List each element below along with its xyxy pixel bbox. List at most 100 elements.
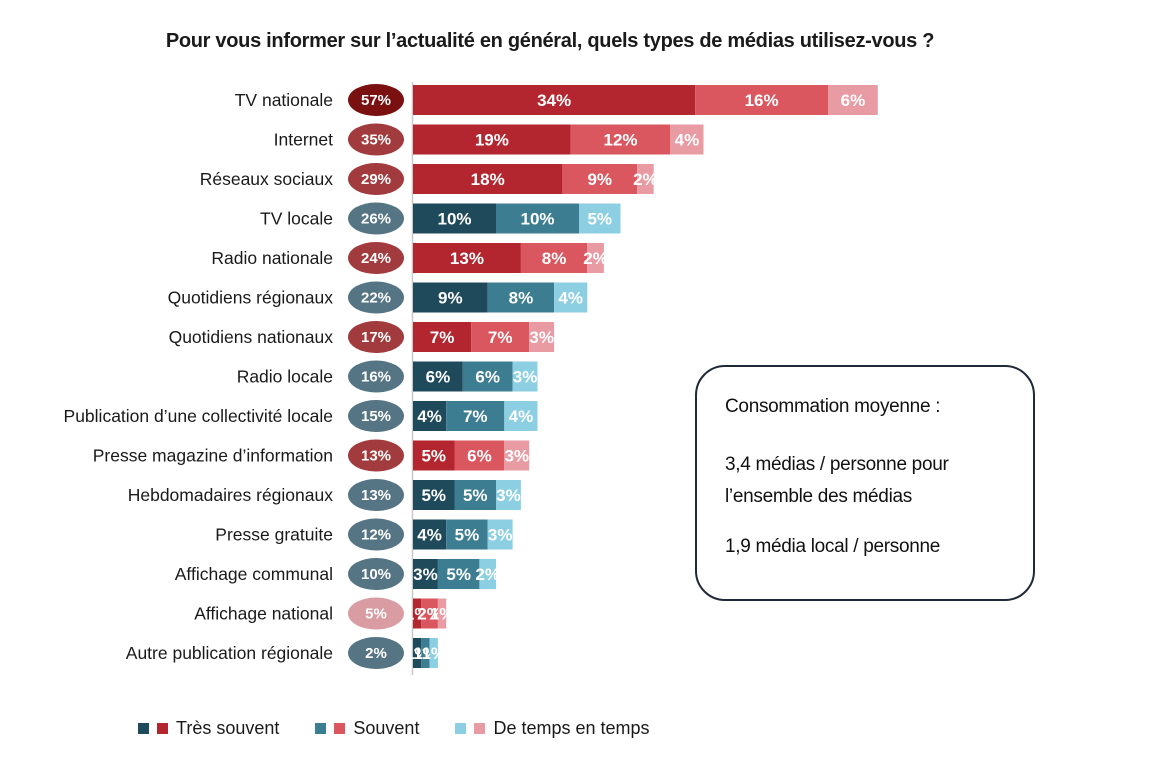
segment-value-label: 9% <box>587 170 612 189</box>
bar-segment-de-temps-en-temps <box>554 282 588 313</box>
total-badge <box>348 360 404 393</box>
bar-segment-souvent <box>446 519 488 550</box>
total-badge <box>348 123 404 156</box>
segment-value-label: 13% <box>450 249 484 268</box>
segment-value-label: 34% <box>537 91 571 110</box>
total-label: 13% <box>361 487 391 504</box>
category-label-quotidiens-regionaux: Quotidiens régionaux <box>168 288 334 308</box>
segment-value-label: 2% <box>417 605 442 624</box>
bar-segment-tres-souvent <box>413 124 571 155</box>
category-label-presse-gratuite: Presse gratuite <box>215 525 333 545</box>
bar-segment-souvent <box>487 282 555 313</box>
segment-value-label: 4% <box>417 407 442 426</box>
category-label-radio-nationale: Radio nationale <box>211 248 333 268</box>
bar-segment-souvent <box>421 598 438 629</box>
segment-value-label: 4% <box>558 289 583 308</box>
legend-item-tres-souvent: Très souvent <box>138 718 279 739</box>
segment-value-label: 12% <box>603 131 637 150</box>
bar-segment-de-temps-en-temps <box>579 203 621 234</box>
category-label-presse-magazine-d-information: Presse magazine d’information <box>93 446 333 466</box>
bar-segment-souvent <box>520 243 588 273</box>
segment-value-label: 5% <box>421 486 446 505</box>
bar-segment-de-temps-en-temps <box>587 243 604 273</box>
bar-segment-de-temps-en-temps <box>504 440 530 471</box>
info-box-line-1: 3,4 médias / personne pour <box>725 454 949 475</box>
average-consumption-box: Consommation moyenne : 3,4 médias / pers… <box>695 365 1035 601</box>
bar-segment-tres-souvent <box>413 203 496 234</box>
segment-value-label: 5% <box>455 526 480 545</box>
segment-value-label: 6% <box>841 91 866 110</box>
legend-swatch-local <box>455 722 467 734</box>
segment-value-label: 5% <box>463 486 488 505</box>
total-badge <box>348 637 404 669</box>
bar-segment-souvent <box>695 85 828 115</box>
total-label: 29% <box>361 171 391 188</box>
total-badge <box>348 400 404 432</box>
segment-value-label: 3% <box>504 447 529 466</box>
bar-segment-souvent <box>562 164 638 194</box>
segment-value-label: 5% <box>421 447 446 466</box>
bar-segment-souvent <box>496 203 579 234</box>
segment-value-label: 6% <box>426 368 451 387</box>
bar-segment-de-temps-en-temps <box>512 361 538 392</box>
bar-segment-de-temps-en-temps <box>637 164 654 194</box>
bar-segment-souvent <box>570 124 671 155</box>
total-label: 17% <box>361 329 391 346</box>
segment-value-label: 3% <box>513 368 538 387</box>
chart-title: Pour vous informer sur l’actualité en gé… <box>165 30 935 52</box>
total-badge <box>348 518 404 551</box>
legend-swatch-local <box>138 722 149 734</box>
chart-legend: Très souvent Souvent De temps en temps <box>138 716 686 740</box>
bar-segment-de-temps-en-temps <box>828 85 878 115</box>
bar-segment-tres-souvent <box>413 519 447 550</box>
category-label-affichage-national: Affichage national <box>194 604 333 624</box>
legend-label: De temps en temps <box>493 717 650 738</box>
bar-segment-de-temps-en-temps <box>487 519 513 550</box>
segment-value-label: 10% <box>520 210 554 229</box>
category-label-autre-publication-regionale: Autre publication régionale <box>126 643 333 663</box>
segment-value-label: 3% <box>529 328 554 347</box>
category-label-quotidiens-nationaux: Quotidiens nationaux <box>169 327 334 347</box>
category-label-hebdomadaires-regionaux: Hebdomadaires régionaux <box>128 485 334 505</box>
total-label: 22% <box>361 290 391 307</box>
segment-value-label: 18% <box>471 170 505 189</box>
segment-value-label: 4% <box>675 131 700 150</box>
bar-segment-souvent <box>437 559 480 589</box>
total-label: 57% <box>361 92 391 109</box>
segment-value-label: 3% <box>413 565 438 584</box>
legend-label: Souvent <box>353 717 420 738</box>
total-badge <box>348 84 404 116</box>
segment-value-label: 7% <box>463 407 488 426</box>
info-box-line-2: l’ensemble des médias <box>725 486 912 507</box>
segment-value-label: 16% <box>745 91 779 110</box>
total-badge <box>348 321 404 353</box>
bar-segment-tres-souvent <box>413 243 521 273</box>
category-label-reseaux-sociaux: Réseaux sociaux <box>200 169 334 189</box>
info-box-title: Consommation moyenne : <box>725 396 941 417</box>
bar-segment-souvent <box>454 440 505 471</box>
legend-item-de-temps-en-temps: De temps en temps <box>455 717 650 739</box>
category-label-internet: Internet <box>274 130 333 150</box>
segment-value-label: 4% <box>509 407 534 426</box>
bar-segment-tres-souvent <box>413 85 696 115</box>
info-box-line-3: 1,9 média local / personne <box>725 536 941 557</box>
bar-segment-tres-souvent <box>413 440 455 471</box>
legend-swatch-national <box>474 722 486 734</box>
bar-segment-souvent <box>454 480 496 510</box>
bar-segment-souvent <box>471 322 530 352</box>
bar-segment-tres-souvent <box>413 480 455 510</box>
segment-value-label: 1% <box>430 605 455 624</box>
total-label: 26% <box>361 211 391 228</box>
total-label: 10% <box>361 566 391 583</box>
category-label-tv-nationale: TV nationale <box>235 90 333 110</box>
bar-segment-tres-souvent <box>413 164 563 194</box>
total-label: 12% <box>361 527 391 544</box>
segment-value-label: 3% <box>488 526 513 545</box>
legend-label: Très souvent <box>176 717 280 738</box>
category-label-radio-locale: Radio locale <box>237 367 333 387</box>
bar-segment-de-temps-en-temps <box>429 638 438 668</box>
segment-value-label: 2% <box>475 565 500 584</box>
total-badge <box>348 558 404 590</box>
bar-segment-de-temps-en-temps <box>437 598 447 629</box>
total-label: 24% <box>361 250 391 267</box>
